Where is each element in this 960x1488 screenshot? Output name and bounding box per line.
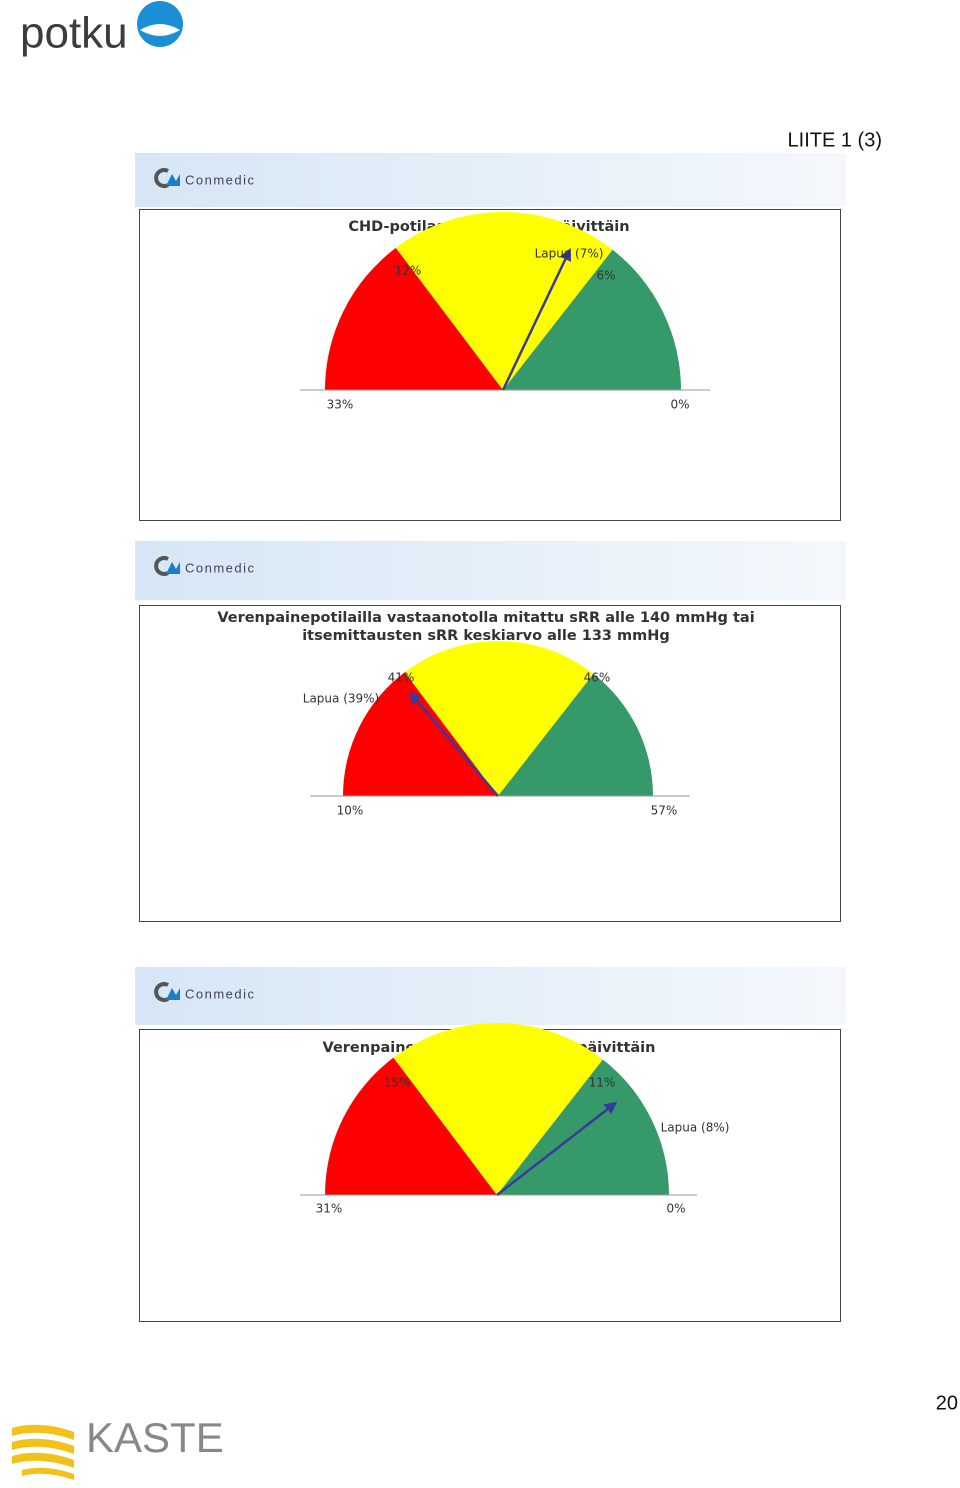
gauge-pointer xyxy=(408,691,499,797)
logo-stripe xyxy=(12,1424,74,1440)
scale-label: 0% xyxy=(666,1202,685,1216)
gauge-wedge xyxy=(498,673,653,796)
scale-label: 31% xyxy=(316,1202,343,1216)
gauge-wedge xyxy=(395,212,613,390)
scale-label: 33% xyxy=(327,398,354,412)
logo-text: KASTE xyxy=(86,1414,224,1461)
logo-stripe xyxy=(22,1467,74,1480)
scale-label: 57% xyxy=(651,804,678,818)
gauge-wedge xyxy=(343,672,498,796)
attachment: LIITE 1 (3) xyxy=(788,129,882,151)
slide-title: itsemittausten sRR keskiarvo alle 133 mm… xyxy=(302,628,670,644)
brand-icon xyxy=(154,168,169,188)
kaste-logo: KASTE xyxy=(12,1414,224,1480)
scale-label: 10% xyxy=(337,804,364,818)
pointer-label: Lapua (7%) xyxy=(535,247,604,261)
brand-icon xyxy=(154,982,169,1002)
brand-icon xyxy=(166,988,180,1000)
gauge-wedge xyxy=(503,249,681,390)
pointer-label: Lapua (39%) xyxy=(303,692,379,706)
brand: Conmedic xyxy=(185,986,256,1001)
scale-label: 15% xyxy=(384,1076,411,1090)
brand-icon xyxy=(166,174,180,186)
scale-label: 11% xyxy=(589,1076,616,1090)
logo-stripe xyxy=(12,1438,74,1454)
gauge-wedge xyxy=(325,247,503,390)
scale-label: 0% xyxy=(670,398,689,412)
gauge-wedge xyxy=(393,1022,603,1195)
gauge-wedge xyxy=(404,641,594,796)
slide-header xyxy=(135,967,846,1025)
gauge-pointer xyxy=(496,1101,618,1196)
slide: Conmedic Verenpainepotilailla vastaanotol… xyxy=(135,541,846,922)
slide-header xyxy=(135,541,846,600)
logo-text: potku xyxy=(20,9,128,58)
potku-logo: potku xyxy=(20,1,183,58)
brand-icon xyxy=(166,562,180,574)
scale-label: 6% xyxy=(596,269,615,283)
slide-title: Verenpainepotilailla vastaanotolla mitat… xyxy=(217,610,754,626)
gauge-wedge xyxy=(325,1057,497,1195)
scale-label: 12% xyxy=(395,264,422,278)
brand-icon xyxy=(154,556,169,576)
brand: Conmedic xyxy=(185,172,256,187)
logo-wave xyxy=(140,24,180,36)
page-number: 20 xyxy=(936,1392,958,1414)
slide-header xyxy=(135,153,846,207)
logo-stripe xyxy=(12,1452,74,1468)
pointer-label: Lapua (8%) xyxy=(661,1121,730,1135)
brand: Conmedic xyxy=(185,560,256,575)
scale-label: 41% xyxy=(388,671,415,685)
gauge-pointer xyxy=(501,247,572,391)
scale-label: 46% xyxy=(584,671,611,685)
